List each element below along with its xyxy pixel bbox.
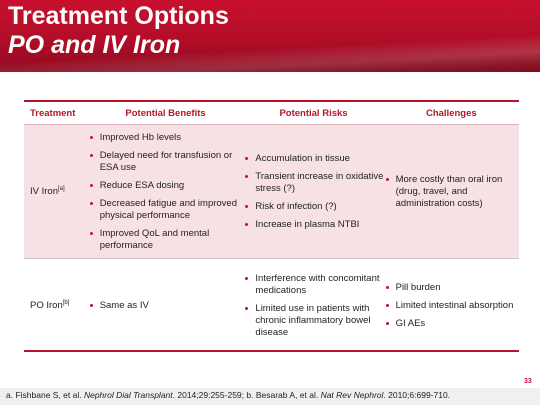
challenges-cell: Pill burden Limited intestinal absorptio…	[383, 258, 519, 352]
risks-list: Interference with concomitant medication…	[243, 273, 383, 339]
list-item: Reduce ESA dosing	[88, 180, 244, 192]
table-header-row: Treatment Potential Benefits Potential R…	[24, 103, 519, 125]
header-treatment: Treatment	[30, 108, 76, 119]
list-item: Limited use in patients with chronic inf…	[243, 303, 383, 339]
footnote-a-suffix: . 2014;29:255-259; b. Besarab A, et al.	[172, 390, 321, 400]
list-item: Limited intestinal absorption	[384, 300, 519, 312]
slide-header: Treatment Options PO and IV Iron	[0, 0, 540, 72]
table-row-po-iron: PO Iron[b] Same as IV Interference with …	[24, 258, 519, 352]
footnote-a-journal: Nephrol Dial Transplant	[83, 390, 173, 400]
list-item: Interference with concomitant medication…	[243, 273, 383, 297]
treatment-name: IV Iron	[30, 186, 58, 197]
risks-cell: Accumulation in tissue Transient increas…	[243, 124, 384, 259]
reference-marker: [b]	[62, 299, 70, 306]
header-challenges: Challenges	[425, 108, 477, 119]
list-item: Transient increase in oxidative stress (…	[243, 171, 383, 195]
title-line-1: Treatment Options	[8, 2, 229, 30]
list-item: More costly than oral iron (drug, travel…	[384, 174, 519, 210]
treatment-table: Treatment Potential Benefits Potential R…	[24, 103, 519, 352]
reference-marker: [a]	[58, 185, 65, 192]
table-row-iv-iron: IV Iron[a] Improved Hb levels Delayed ne…	[24, 124, 519, 259]
header-risks: Potential Risks	[279, 108, 348, 119]
benefits-cell: Improved Hb levels Delayed need for tran…	[87, 124, 244, 259]
footnote-references: a. Fishbane S, et al. Nephrol Dial Trans…	[6, 390, 450, 400]
title-line-2: PO and IV Iron	[8, 31, 181, 59]
list-item: Improved Hb levels	[88, 132, 244, 144]
footnote-b-suffix: . 2010;6:699-710.	[383, 390, 451, 400]
benefits-cell: Same as IV	[87, 258, 244, 352]
challenges-list: More costly than oral iron (drug, travel…	[384, 174, 519, 210]
risks-list: Accumulation in tissue Transient increas…	[243, 153, 383, 231]
list-item: Same as IV	[88, 300, 244, 312]
header-benefits: Potential Benefits	[125, 108, 206, 119]
slide-title: Treatment Options PO and IV Iron	[8, 2, 229, 60]
table-top-rule	[24, 100, 519, 102]
list-item: Delayed need for transfusion or ESA use	[88, 150, 244, 174]
footnote-b-journal: Nat Rev Nephrol	[320, 390, 384, 400]
footnote-a-prefix: a. Fishbane S, et al.	[6, 390, 84, 400]
footer-bar	[0, 388, 540, 405]
list-item: Increase in plasma NTBI	[243, 219, 383, 231]
list-item: Improved QoL and mental performance	[88, 228, 244, 252]
benefits-list: Same as IV	[88, 300, 244, 312]
list-item: Pill burden	[384, 282, 519, 294]
risks-cell: Interference with concomitant medication…	[243, 258, 384, 352]
table-bottom-rule	[24, 350, 519, 352]
benefits-list: Improved Hb levels Delayed need for tran…	[88, 132, 244, 252]
list-item: Risk of infection (?)	[243, 201, 383, 213]
list-item: Decreased fatigue and improved physical …	[88, 198, 244, 222]
treatment-name: PO Iron	[30, 300, 63, 311]
challenges-cell: More costly than oral iron (drug, travel…	[383, 124, 519, 259]
list-item: Accumulation in tissue	[243, 153, 383, 165]
page-number: 33	[524, 378, 532, 385]
list-item: GI AEs	[384, 318, 519, 330]
challenges-list: Pill burden Limited intestinal absorptio…	[384, 282, 519, 330]
treatment-cell: IV Iron[a]	[24, 124, 88, 259]
treatment-cell: PO Iron[b]	[24, 258, 88, 352]
